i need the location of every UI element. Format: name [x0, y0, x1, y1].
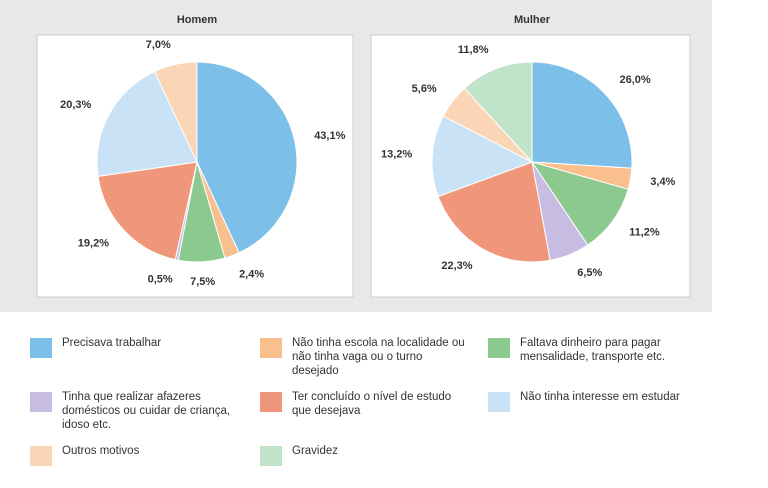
legend-label: Faltava dinheiro para pagar mensalidade,… — [520, 337, 666, 363]
legend-swatch — [260, 338, 282, 358]
data-label: 0,5% — [148, 273, 173, 285]
data-label: 20,3% — [60, 99, 91, 111]
legend: Precisava trabalhar Não tinha escola na l… — [0, 320, 768, 470]
data-label: 3,4% — [650, 176, 675, 188]
data-label: 13,2% — [381, 148, 412, 160]
data-label: 22,3% — [441, 260, 472, 272]
legend-label: Tinha que realizar afazeres domésticos o… — [62, 391, 231, 431]
chart-title: Homem — [177, 14, 218, 26]
pie-slice — [153, 61, 198, 163]
legend-label: Não tinha escola na localidade ou não ti… — [292, 337, 465, 377]
legend-item: Tinha que realizar afazeres domésticos o… — [30, 390, 240, 434]
legend-swatch — [30, 392, 52, 412]
legend-item: Faltava dinheiro para pagar mensalidade,… — [488, 336, 698, 380]
pie-slice — [431, 115, 534, 198]
data-label: 2,4% — [239, 268, 264, 280]
legend-swatch — [488, 392, 510, 412]
chart: Homem 43,1% 2,4% 7,5% 0,5% 19,2% 20,3% 7,0% Mulh… — [0, 0, 712, 312]
legend-label: Gravidez — [292, 445, 339, 457]
chart-title: Mulher — [514, 14, 551, 26]
pie-slice — [196, 61, 298, 254]
pie-slice — [530, 161, 629, 246]
legend-label: Precisava trabalhar — [62, 337, 162, 349]
legend-item: Não tinha escola na localidade ou não ti… — [260, 336, 470, 380]
legend-swatch — [260, 392, 282, 412]
legend-item: Precisava trabalhar — [30, 336, 240, 380]
legend-label: Outros motivos — [62, 445, 140, 457]
legend-label: Ter concluído o nível de estudo que dese… — [292, 391, 452, 417]
data-label: 5,6% — [412, 83, 437, 95]
pie-slice — [437, 161, 551, 263]
page: Homem 43,1% 2,4% 7,5% 0,5% 19,2% 20,3% 7,0% Mulh… — [0, 0, 768, 470]
legend-item: Não tinha interesse em estudar — [488, 390, 698, 434]
data-label: 43,1% — [314, 130, 345, 142]
data-label: 7,0% — [146, 39, 171, 51]
pie-slice — [96, 70, 198, 177]
legend-item: Ter concluído o nível de estudo que dese… — [260, 390, 470, 434]
legend-swatch — [30, 338, 52, 358]
legend-label: Não tinha interesse em estudar — [520, 391, 680, 403]
data-label: 26,0% — [619, 74, 650, 86]
pie-slice — [531, 61, 633, 169]
legend-item: Outros motivos — [30, 444, 240, 488]
data-label: 7,5% — [190, 276, 215, 288]
data-label: 6,5% — [577, 267, 602, 279]
legend-swatch — [488, 338, 510, 358]
data-label: 19,2% — [78, 238, 109, 250]
legend-swatch — [30, 446, 52, 466]
data-label: 11,8% — [458, 44, 489, 56]
pie-slice — [97, 161, 198, 261]
legend-swatch — [260, 446, 282, 466]
legend-item: Gravidez — [260, 444, 470, 488]
data-label: 11,2% — [629, 226, 660, 238]
pie-slice — [463, 61, 533, 164]
